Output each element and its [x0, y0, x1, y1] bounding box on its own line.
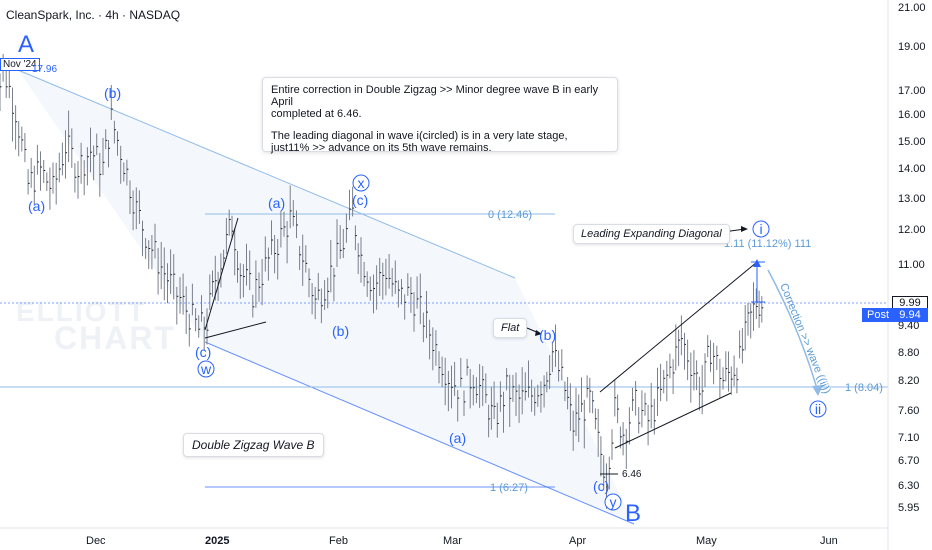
wedge-line-lower	[204, 321, 267, 339]
channel-lower-line	[204, 341, 635, 525]
note-line-4: just11% >> advance on its 5th wave remai…	[271, 142, 492, 154]
y-tick: 6.30	[898, 480, 919, 492]
fib-label-1-right: 1 (8.04)	[845, 382, 883, 394]
x-tick: Mar	[443, 535, 462, 547]
projection-arrow-icon	[753, 259, 761, 267]
y-tick: 7.60	[898, 405, 919, 417]
y-tick: 17.00	[898, 85, 926, 97]
wave-label-c-2: (c)	[352, 192, 368, 208]
diagonal-upper-line	[599, 261, 758, 393]
x-tick: Jun	[820, 535, 838, 547]
fib-label-ext: 1.11 (11.12%) 111	[724, 238, 811, 250]
correction-label: Correction >> wave ((ii))	[777, 282, 832, 396]
high-date-tag: Nov '24	[0, 58, 40, 71]
flat-arrow-icon	[535, 330, 542, 336]
y-tick: 16.00	[898, 109, 926, 121]
wave-label-w: w	[200, 361, 212, 377]
note-line-2: completed at 6.46.	[271, 108, 362, 120]
y-tick: 6.70	[898, 455, 919, 467]
wave-label-y: y	[610, 494, 617, 510]
y-tick: 5.95	[898, 502, 919, 514]
diagonal-lower-line	[614, 392, 732, 449]
channel-fill	[18, 70, 634, 524]
y-tick: 14.00	[898, 163, 926, 175]
diagonal-arrow-icon	[741, 226, 748, 232]
high-price-tag: 17.96	[32, 64, 58, 75]
correction-arrow	[767, 269, 819, 393]
y-axis[interactable]: 21.00 19.00 17.00 16.00 15.00 14.00 13.0…	[898, 2, 926, 514]
wave-label-a-3: (a)	[449, 430, 466, 446]
watermark-line1: ELLIOTT	[16, 296, 147, 327]
wave-label-a-1: (a)	[28, 198, 45, 214]
wave-circle-ii	[809, 400, 827, 418]
y-tick: 19.00	[898, 41, 926, 53]
flat-note[interactable]: Flat	[493, 318, 528, 338]
post-price-badge: 9.94	[892, 308, 928, 322]
analysis-note[interactable]: Entire correction in Double Zigzag >> Mi…	[262, 77, 618, 154]
wave-circle-i	[752, 220, 770, 238]
price-bars	[0, 54, 764, 509]
wave-label-b-3: (b)	[539, 327, 556, 343]
wave-label-B: B	[625, 500, 641, 527]
y-tick: 8.80	[898, 347, 919, 359]
wave-circle-x	[352, 174, 370, 192]
x-tick: 2025	[205, 535, 229, 547]
wave-label-i: i	[759, 221, 762, 237]
wedge-line-upper	[204, 217, 239, 331]
double-zigzag-note[interactable]: Double Zigzag Wave B	[183, 433, 324, 457]
wave-label-c-1: (c)	[195, 344, 211, 360]
correction-arrow-head-icon	[812, 385, 823, 396]
y-tick: 9.40	[898, 320, 919, 332]
y-tick: 8.20	[898, 375, 919, 387]
leading-diagonal-note[interactable]: Leading Expanding Diagonal	[573, 224, 730, 244]
y-tick: 13.00	[898, 193, 926, 205]
y-tick: 15.00	[898, 136, 926, 148]
wave-circle-w	[197, 360, 215, 378]
wave-circle-y	[604, 493, 622, 511]
post-label-badge: Post	[862, 308, 895, 322]
y-tick: 12.00	[898, 224, 926, 236]
low-price-tag: 6.46	[622, 469, 642, 480]
fib-label-1-low: 1 (6.27)	[490, 482, 528, 494]
y-tick: 21.00	[898, 2, 926, 14]
wave-label-ii: ii	[815, 401, 821, 417]
wave-label-a-2: (a)	[268, 195, 285, 211]
note-line-1: Entire correction in Double Zigzag >> Mi…	[271, 84, 599, 108]
x-tick: Dec	[86, 535, 106, 547]
x-axis[interactable]: Dec 2025 Feb Mar Apr May Jun	[86, 535, 838, 547]
watermark-line2: CHART	[54, 320, 176, 356]
y-tick: 11.00	[898, 259, 925, 271]
x-tick: Feb	[329, 535, 348, 547]
wave-label-c-3: (c)	[593, 478, 609, 494]
note-line-3: The leading diagonal in wave i(circled) …	[271, 130, 568, 142]
wave-label-A: A	[18, 31, 34, 58]
x-tick: May	[696, 535, 717, 547]
channel-upper-line	[17, 69, 516, 279]
wave-label-b-1: (b)	[104, 85, 121, 101]
last-price-badge: 9.99	[892, 296, 928, 310]
x-tick: Apr	[569, 535, 586, 547]
chart-title: CleanSpark, Inc. · 4h · NASDAQ	[6, 8, 181, 22]
wave-label-b-2: (b)	[332, 323, 349, 339]
wave-label-x: x	[358, 175, 365, 191]
y-tick: 7.10	[898, 432, 919, 444]
fib-label-0: 0 (12.46)	[488, 209, 532, 221]
